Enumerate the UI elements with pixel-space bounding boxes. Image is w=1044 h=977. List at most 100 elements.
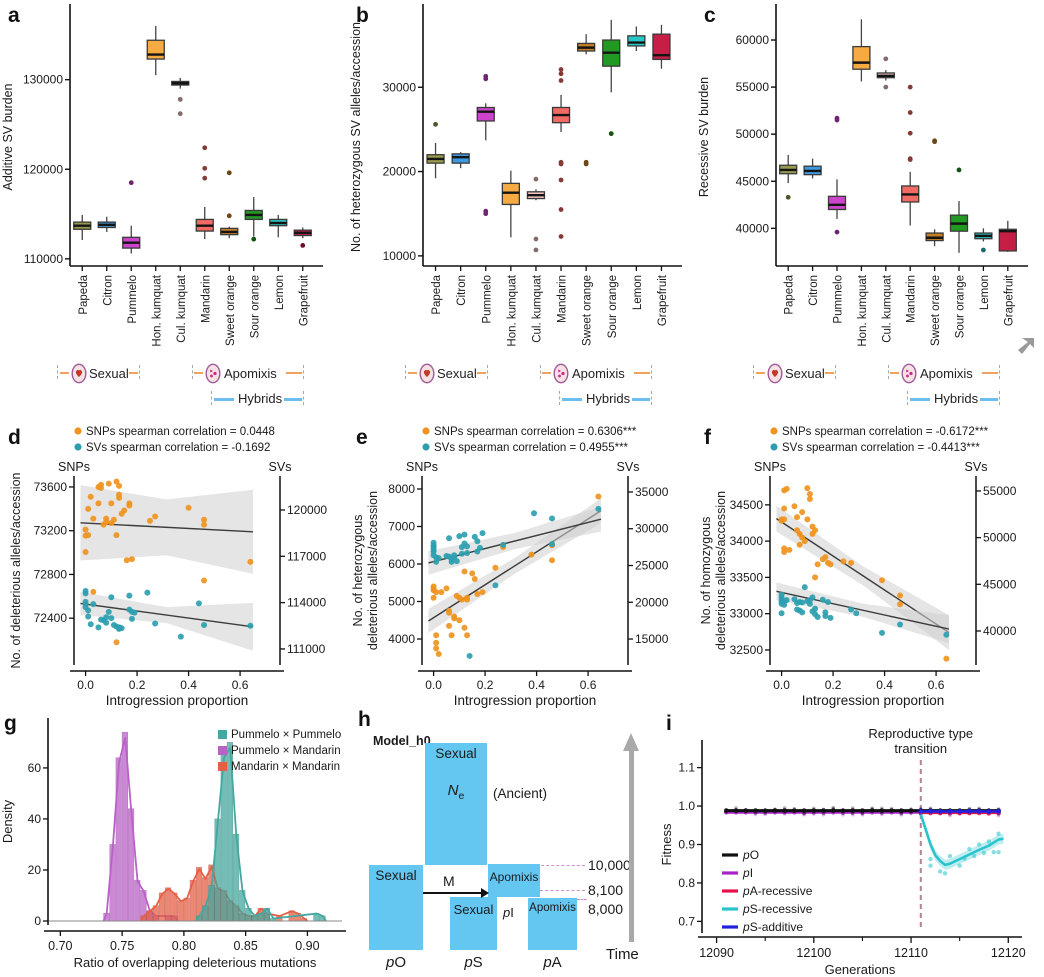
svg-text:pO: pO bbox=[742, 848, 759, 862]
svg-text:Hon. kumquat: Hon. kumquat bbox=[151, 274, 163, 346]
hybrids-range-line bbox=[284, 398, 302, 401]
pa-population-label: Apomixis bbox=[529, 902, 576, 914]
svg-text:55000: 55000 bbox=[736, 80, 770, 94]
model-diagram-panel: Model_h0 Sexual Ne (Ancient) Sexual Apom… bbox=[355, 710, 660, 977]
sexual-ovule-icon bbox=[767, 363, 783, 384]
svg-text:Hon. kumquat: Hon. kumquat bbox=[857, 274, 869, 346]
sexual-range-line bbox=[756, 372, 765, 374]
svg-text:0.70: 0.70 bbox=[48, 939, 72, 953]
svg-text:34000: 34000 bbox=[730, 534, 764, 548]
svg-text:Citron: Citron bbox=[102, 275, 114, 306]
svg-text:35000: 35000 bbox=[635, 485, 669, 499]
panel-letter-i: i bbox=[666, 712, 672, 735]
svg-text:deleterious alleles/accession: deleterious alleles/accession bbox=[366, 491, 380, 650]
ps-population-label: Sexual bbox=[453, 902, 494, 917]
panel-letter-e: e bbox=[356, 426, 368, 449]
migration-arrow bbox=[423, 892, 481, 894]
svg-text:0.2: 0.2 bbox=[129, 678, 146, 692]
repro-legend-c: Sexual Apomixis Hybrids bbox=[696, 356, 1044, 420]
po-label: pO bbox=[385, 954, 406, 971]
svg-text:0.2: 0.2 bbox=[825, 678, 842, 692]
svg-text:Lemon: Lemon bbox=[274, 275, 286, 310]
svg-text:30000: 30000 bbox=[635, 522, 669, 536]
svg-text:73600: 73600 bbox=[34, 480, 68, 494]
apomixis-range-line bbox=[286, 372, 302, 374]
svg-text:Sweet orange: Sweet orange bbox=[582, 275, 594, 346]
pa-population-box bbox=[528, 898, 577, 950]
boxplot-svg: 40000 45000 50000 55000 60000 Recessive SV bu… bbox=[697, 4, 1028, 347]
svg-text:No. of homozygous: No. of homozygous bbox=[699, 517, 713, 625]
svg-text:transition: transition bbox=[894, 741, 947, 756]
group-divider bbox=[559, 391, 560, 405]
svg-text:32500: 32500 bbox=[730, 643, 764, 657]
time-dash-8000 bbox=[577, 899, 587, 900]
svg-text:SVs: SVs bbox=[617, 460, 640, 474]
group-divider bbox=[405, 365, 406, 379]
svg-text:25000: 25000 bbox=[635, 559, 669, 573]
svg-text:0.8: 0.8 bbox=[678, 876, 695, 890]
boxplot-svg: 10000 20000 30000 No. of heterozygous SV al… bbox=[349, 4, 682, 347]
svg-text:0.4: 0.4 bbox=[876, 678, 893, 692]
panel-letter-a: a bbox=[8, 4, 20, 27]
svg-text:0.75: 0.75 bbox=[110, 939, 134, 953]
svg-text:20000: 20000 bbox=[635, 595, 669, 609]
po-population-box bbox=[369, 865, 423, 950]
svg-text:SVs: SVs bbox=[269, 460, 292, 474]
ancient-population-box bbox=[425, 743, 487, 865]
svg-text:10000: 10000 bbox=[383, 249, 417, 263]
svg-text:No. of heterozygous: No. of heterozygous bbox=[351, 515, 365, 627]
sexual-range-line bbox=[129, 372, 138, 374]
pa-label: pA bbox=[543, 954, 562, 971]
svg-text:40000: 40000 bbox=[983, 624, 1017, 638]
sexual-ovule-icon bbox=[419, 363, 435, 384]
svg-text:Introgression proportion: Introgression proportion bbox=[802, 693, 945, 708]
svg-text:No. of heterozygous SV alleles: No. of heterozygous SV alleles/accession bbox=[349, 22, 363, 252]
apomixis-range-line bbox=[634, 372, 650, 374]
svg-text:Grapefruit: Grapefruit bbox=[1003, 274, 1015, 326]
svg-text:60: 60 bbox=[28, 761, 42, 775]
panel-letter-f: f bbox=[704, 426, 711, 449]
ancient-population-label: Sexual bbox=[435, 746, 477, 761]
svg-text:Mandarin × Mandarin: Mandarin × Mandarin bbox=[231, 761, 340, 773]
svg-text:SNPs spearman correlation = 0.: SNPs spearman correlation = 0.6306*** bbox=[434, 426, 637, 438]
svg-text:pS-additive: pS-additive bbox=[742, 920, 803, 934]
cursor-artifact-icon bbox=[1018, 338, 1034, 354]
svg-text:0.9: 0.9 bbox=[678, 838, 695, 852]
svg-text:7000: 7000 bbox=[388, 519, 415, 533]
group-divider bbox=[540, 365, 541, 379]
ps-label: pS bbox=[464, 954, 483, 971]
group-divider bbox=[211, 391, 212, 405]
migration-arrowhead bbox=[481, 888, 489, 898]
panel-letter-c: c bbox=[704, 4, 716, 27]
svg-text:120000: 120000 bbox=[23, 162, 63, 176]
group-divider bbox=[888, 365, 889, 379]
svg-text:pS-recessive: pS-recessive bbox=[742, 902, 813, 916]
svg-text:Cul. kumquat: Cul. kumquat bbox=[176, 274, 188, 343]
svg-text:Cul. kumquat: Cul. kumquat bbox=[881, 274, 893, 343]
hybrids-label: Hybrids bbox=[934, 391, 979, 406]
svg-text:0.2: 0.2 bbox=[477, 678, 494, 692]
svg-text:Papeda: Papeda bbox=[784, 274, 796, 314]
svg-text:Sour orange: Sour orange bbox=[955, 275, 967, 338]
svg-text:SNPs: SNPs bbox=[58, 460, 90, 474]
svg-text:117000: 117000 bbox=[287, 549, 326, 563]
group-divider bbox=[999, 391, 1000, 405]
svg-text:0.4: 0.4 bbox=[180, 678, 197, 692]
time-10000: 10,000 bbox=[588, 857, 631, 873]
ancient-note: (Ancient) bbox=[493, 786, 548, 801]
svg-text:0.6: 0.6 bbox=[580, 678, 597, 692]
group-divider bbox=[753, 365, 754, 379]
hybrids-range-line bbox=[562, 398, 582, 401]
svg-text:Generations: Generations bbox=[825, 962, 896, 977]
svg-text:SVs spearman correlation = -0.: SVs spearman correlation = -0.4413*** bbox=[782, 442, 980, 454]
sexual-range-line bbox=[825, 372, 834, 374]
apomixis-range-line bbox=[982, 372, 998, 374]
svg-text:Sweet orange: Sweet orange bbox=[225, 275, 237, 346]
svg-text:Introgression proportion: Introgression proportion bbox=[106, 693, 249, 708]
group-divider bbox=[907, 391, 908, 405]
svg-text:30000: 30000 bbox=[383, 80, 417, 94]
pi-label: pI bbox=[503, 905, 514, 920]
svg-text:SNPs spearman correlation = -0: SNPs spearman correlation = -0.6172*** bbox=[782, 426, 989, 438]
